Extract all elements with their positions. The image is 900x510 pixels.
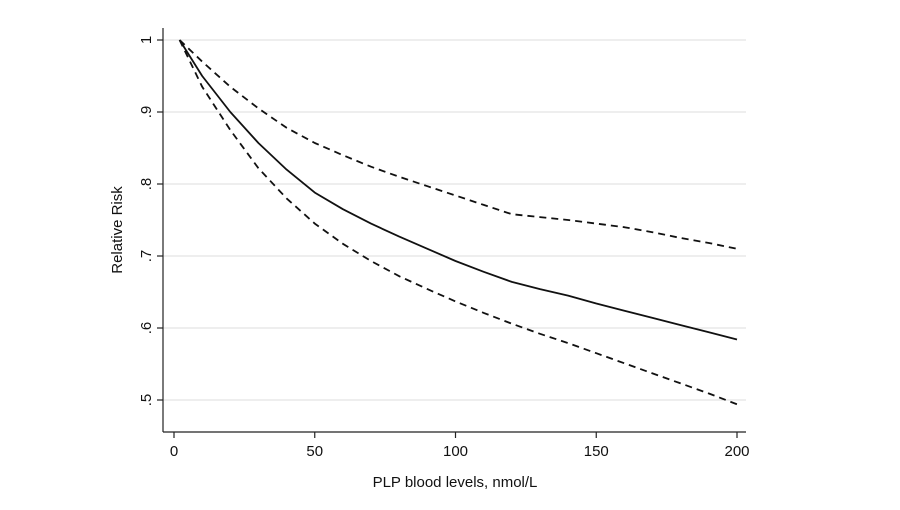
series-lines xyxy=(178,39,738,406)
x-axis-label: PLP blood levels, nmol/L xyxy=(373,474,538,491)
y-tick-label: 1 xyxy=(138,36,155,44)
y-tick-label: .5 xyxy=(138,394,155,407)
x-tick-label: 200 xyxy=(724,443,749,460)
series-line-estimate xyxy=(178,39,738,341)
axes xyxy=(157,28,746,438)
series-line-lower-bound xyxy=(178,39,738,406)
tick-labels: .5 .6 .7 .8 .9 1 0 50 100 150 200 xyxy=(138,36,750,460)
x-tick-label: 50 xyxy=(306,443,323,460)
y-axis-label: Relative Risk xyxy=(109,186,126,274)
x-tick-label: 0 xyxy=(170,443,178,460)
y-tick-label: .7 xyxy=(138,250,155,263)
y-tick-label: .8 xyxy=(138,178,155,191)
y-tick-label: .6 xyxy=(138,322,155,335)
x-tick-label: 150 xyxy=(584,443,609,460)
gridlines xyxy=(163,39,746,401)
x-tick-label: 100 xyxy=(443,443,468,460)
y-tick-label: .9 xyxy=(138,106,155,119)
